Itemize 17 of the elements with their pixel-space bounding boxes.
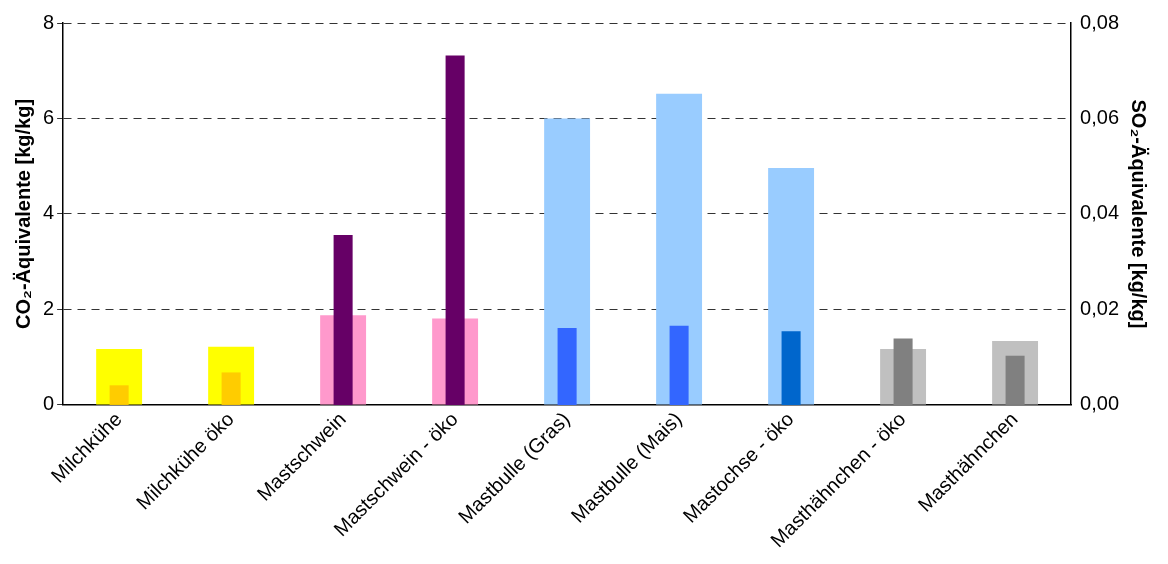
y-tick-label: 6 xyxy=(43,105,55,128)
y-axis-title: CO₂-Äquivalente [kg/kg] xyxy=(11,98,34,329)
bar xyxy=(669,325,689,405)
y-tick-label: 0 xyxy=(43,392,55,415)
y-tick-label: 4 xyxy=(43,201,55,224)
bar xyxy=(109,385,129,405)
y-tick-label: 8 xyxy=(43,10,55,33)
y2-tick-label: 0,08 xyxy=(1080,10,1120,33)
y2-tick-label: 0,00 xyxy=(1080,392,1120,415)
y-tick-label: 2 xyxy=(43,296,55,319)
y2-tick-label: 0,06 xyxy=(1080,105,1120,128)
y2-tick-label: 0,02 xyxy=(1080,296,1120,319)
y2-axis-title: SO₂-Äquivalente [kg/kg] xyxy=(1128,99,1151,329)
bar xyxy=(221,372,241,405)
bar xyxy=(781,331,801,405)
bar xyxy=(557,328,577,405)
y2-tick-label: 0,04 xyxy=(1080,201,1120,224)
